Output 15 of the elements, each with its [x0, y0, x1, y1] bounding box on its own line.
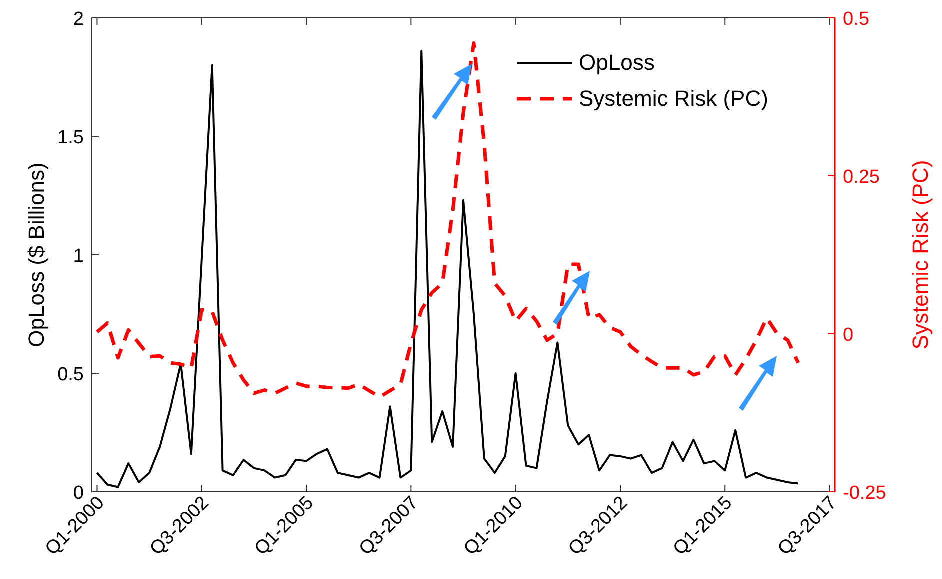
y2-tick-label: -0.25: [843, 483, 886, 504]
legend-label: OpLoss: [579, 50, 655, 75]
y2-tick-label: 0.5: [843, 9, 870, 30]
line-series: [96, 50, 800, 488]
y2-axis-title: Systemic Risk (PC): [908, 160, 933, 350]
y-tick-label: 0: [73, 483, 84, 504]
y2-tick-label: 0.25: [843, 167, 880, 188]
y2-tick-label: 0: [843, 325, 854, 346]
y-tick-label: 0.5: [58, 364, 84, 386]
y-tick-label: 1: [73, 246, 84, 267]
y-axis-title: OpLoss ($ Billions): [24, 162, 49, 348]
y-tick-label: 2: [73, 9, 84, 30]
y-tick-label: 1.5: [58, 128, 84, 148]
legend-label: Systemic Risk (PC): [579, 86, 768, 111]
line-series: [95, 42, 800, 399]
